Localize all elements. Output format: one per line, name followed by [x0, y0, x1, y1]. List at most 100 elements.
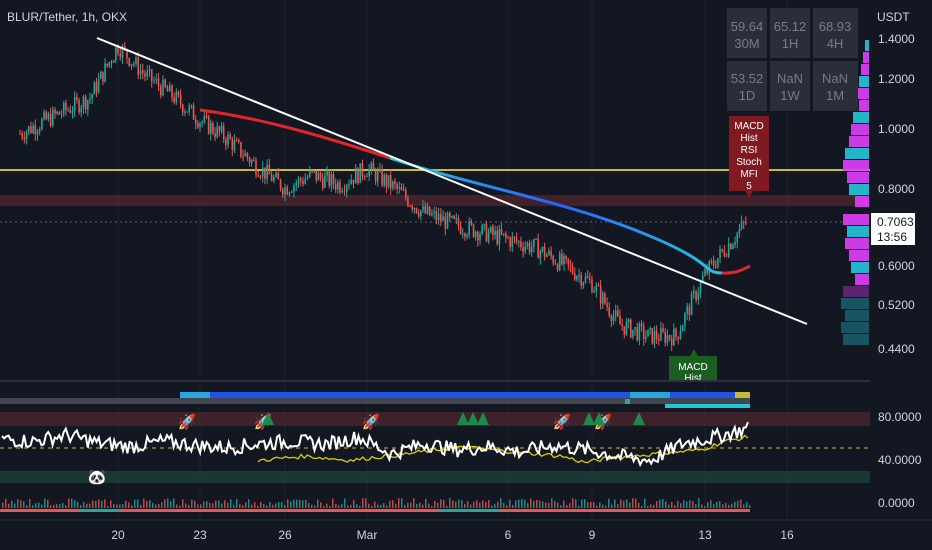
candle-body	[248, 158, 251, 163]
histogram-bar	[704, 505, 706, 508]
candle-body	[60, 113, 63, 115]
histogram-bar	[614, 499, 616, 508]
histogram-bar	[644, 498, 646, 508]
candle-body	[742, 221, 745, 223]
candle-body	[225, 139, 227, 145]
candle-body	[376, 171, 379, 182]
candle-body	[464, 233, 466, 237]
candle-body	[565, 255, 567, 259]
candle-body	[339, 182, 341, 193]
candle-body	[135, 57, 137, 64]
candle-body	[164, 79, 167, 87]
rsi-cell-5	[813, 61, 858, 111]
histogram-bar	[668, 504, 670, 508]
candle-body	[47, 113, 50, 120]
signal-line: Stoch	[736, 157, 762, 168]
candle-body	[192, 105, 195, 120]
candle-body	[492, 226, 494, 235]
histogram-bar	[716, 501, 718, 508]
candle-body	[199, 123, 201, 128]
candle-body	[218, 126, 221, 132]
candle-body	[297, 178, 300, 184]
histogram-bar	[245, 502, 247, 508]
time-axis[interactable]: 20 23 26 Mar 6 9 13 16	[0, 519, 932, 542]
candle-body	[201, 121, 203, 124]
candle-body	[284, 187, 286, 195]
histogram-bar	[257, 505, 259, 508]
histogram-bar	[554, 501, 556, 508]
candle-body	[379, 168, 381, 172]
candle-body	[171, 85, 173, 98]
candle-body	[227, 134, 229, 145]
time-tick: 23	[193, 528, 207, 542]
histogram-bar	[632, 498, 634, 508]
histogram-bar	[83, 501, 85, 508]
downtrend-line[interactable]	[96, 37, 808, 325]
candle-body	[186, 111, 188, 113]
candle-body	[121, 46, 124, 58]
histogram-bar	[578, 505, 580, 508]
candle-body	[428, 206, 431, 216]
histogram-bar	[221, 503, 223, 508]
candle-body	[717, 258, 719, 268]
histogram-bar	[476, 500, 478, 508]
histogram-bar	[215, 500, 217, 508]
candle-body	[629, 319, 632, 338]
histogram-bar	[656, 501, 658, 508]
histogram-bar	[155, 504, 157, 508]
histogram-bar	[311, 504, 313, 508]
histogram-bar	[725, 502, 727, 508]
candle-body	[541, 246, 544, 251]
candle-body	[608, 307, 611, 316]
histogram-bar	[560, 505, 562, 508]
histogram-bar	[608, 498, 610, 508]
price-axis[interactable]: USDT 1.4000 1.2000 1.0000 0.8000 0.6000 …	[870, 0, 932, 520]
candle-body	[723, 250, 726, 256]
time-tick: 6	[505, 528, 512, 542]
candle-body	[370, 163, 373, 169]
candle-body	[106, 63, 109, 66]
candle-body	[662, 328, 664, 332]
candle-body	[409, 205, 411, 207]
time-tick: 16	[780, 528, 794, 542]
histogram-bar	[32, 505, 34, 508]
candle-body	[593, 291, 595, 293]
candle-body	[326, 171, 328, 176]
histogram-bar	[734, 501, 736, 508]
histogram-bar	[158, 504, 160, 508]
price-tick: 0.6000	[878, 259, 915, 273]
candle-body	[188, 106, 191, 112]
histogram-bar	[401, 498, 403, 508]
bearish-signal-label[interactable]: MACD Hist RSI Stoch MFI 5	[729, 116, 769, 198]
candle-body	[250, 160, 253, 163]
resistance-band	[0, 195, 870, 206]
candle-body	[205, 115, 208, 117]
histogram-bar	[53, 504, 55, 508]
histogram-bar	[512, 504, 514, 508]
histogram-bar	[134, 499, 136, 508]
volume-profile-bar	[855, 196, 869, 207]
bullish-signal-label[interactable]: MACD Hist	[669, 349, 717, 384]
histogram-bar	[170, 501, 172, 508]
histogram-bar	[710, 500, 712, 508]
candle-body	[104, 63, 106, 82]
histogram-bar	[488, 499, 490, 508]
candle-body	[155, 78, 158, 81]
candle-body	[38, 129, 41, 132]
histogram-bar	[104, 499, 106, 508]
candle-body	[580, 274, 583, 286]
candle-body	[277, 172, 280, 180]
signal-line: Hist	[740, 133, 757, 144]
candle-body	[372, 163, 375, 170]
histogram-bar	[350, 504, 352, 508]
histogram-bar	[143, 498, 145, 508]
histogram-bar	[419, 502, 421, 508]
candle-body	[242, 156, 244, 158]
candle-body	[619, 315, 621, 325]
oscillator-markers: 🚀 🚀 🚀 🚀 🚀 🐼	[88, 412, 645, 486]
histogram-bar	[674, 504, 676, 508]
candle-body	[442, 216, 444, 222]
candle-body	[517, 241, 520, 243]
volume-profile-bar	[861, 64, 869, 75]
